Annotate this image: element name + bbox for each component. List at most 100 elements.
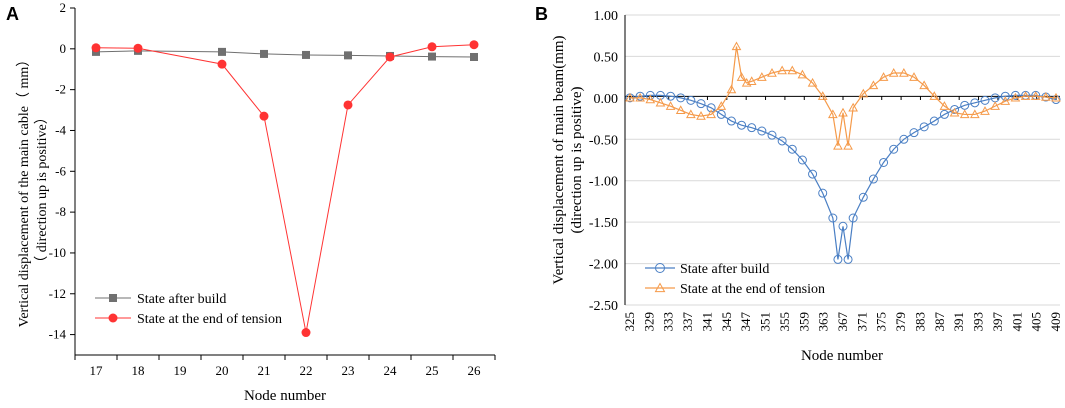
panel-b-data-point-1 (736, 72, 747, 81)
panel-b-data-point-1 (868, 80, 879, 90)
panel-a-y-tick-label: -4 (55, 122, 66, 137)
panel-b-data-point-0 (960, 100, 970, 110)
panel-b-data-point-1 (843, 140, 853, 150)
panel-b-data-point-1 (726, 84, 737, 94)
panel-b-x-tick-label: 401 (1009, 312, 1024, 332)
panel-b-y-tick-label: 0.00 (594, 92, 619, 107)
panel-b-data-point-0 (635, 91, 645, 101)
panel-b-data-point-1 (888, 67, 899, 77)
panel-b-data-point-1 (731, 41, 742, 51)
panel-a-y-tick-label: -12 (49, 286, 66, 301)
panel-b-x-tick-label: 355 (777, 312, 792, 332)
panel-a-data-point-1 (343, 100, 353, 110)
panel-b-data-point-1 (833, 140, 843, 150)
panel-b: B 1.000.500.00-0.50-1.00-1.50-2.00-2.50 … (535, 4, 1063, 364)
panel-a-y-tick-label: -10 (49, 245, 66, 260)
panel-b-x-tick-label: 397 (990, 312, 1005, 332)
panel-b-data-point-1 (746, 76, 757, 85)
panel-b-x-tick-label: 387 (932, 312, 947, 332)
panel-b-y-tick-label: -0.50 (589, 133, 618, 148)
panel-b-legend-marker-1 (654, 282, 666, 293)
panel-a-y-tick-label: -14 (49, 327, 67, 342)
panel-a-data-point-1 (259, 111, 269, 121)
panel-b-data-point-1 (990, 101, 1000, 110)
panel-b-data-point-0 (787, 144, 797, 154)
panel-a-series-line-0 (95, 50, 475, 58)
panel-b-data-point-0 (909, 128, 919, 138)
panel-a: A 20-2-4-6-8-10-12-14 17 18 19 20 21 22 23 24 25… (6, 0, 496, 404)
panel-b-data-point-1 (787, 65, 798, 75)
panel-b-data-point-1 (817, 91, 828, 100)
panel-b-data-point-0 (726, 116, 736, 126)
panel-a-legend-marker-1 (108, 313, 118, 323)
panel-b-data-point-1 (959, 109, 970, 119)
panel-b-data-point-1 (1051, 92, 1061, 102)
panel-b-data-point-0 (737, 120, 747, 130)
panel-b-data-point-1 (635, 92, 645, 102)
panel-a-data-point-1 (469, 40, 479, 50)
panel-b-data-point-0 (797, 155, 807, 165)
panel-a-x-tick-label: 18 (132, 363, 145, 378)
panel-a-data-point-1 (385, 52, 395, 62)
panel-b-data-point-1 (909, 72, 919, 81)
panel-a-legend-label-1: State at the end of tension (137, 312, 282, 327)
panel-b-data-point-0 (696, 99, 706, 109)
panel-b-y-axis-title-line1: Vertical displacement of main beam(mm) (551, 35, 567, 284)
panel-b-y-tick-label: 1.00 (594, 9, 619, 24)
panel-b-x-axis-title: Node number (801, 348, 883, 364)
panel-b-x-tick-label: 337 (680, 312, 695, 332)
panel-b-data-point-1 (665, 101, 676, 110)
panel-b-data-point-0 (676, 93, 686, 103)
panel-b-x-tick-label: 371 (854, 312, 869, 332)
panel-b-data-point-0 (1051, 95, 1061, 105)
panel-b-data-point-1 (970, 109, 980, 119)
panel-a-data-point-0 (428, 52, 436, 61)
panel-a-x-tick-label: 20 (216, 363, 229, 378)
panel-a-y-axis-title-line1: Vertical displacement of the main cable（… (16, 53, 32, 327)
panel-b-data-point-0 (747, 123, 757, 133)
panel-a-x-tick-label: 21 (258, 363, 271, 378)
panel-b-data-point-0 (706, 103, 716, 113)
panel-b-data-point-1 (696, 111, 706, 120)
panel-b-data-point-0 (777, 136, 787, 146)
panel-b-legend-marker-0 (655, 263, 665, 273)
panel-b-data-point-0 (899, 134, 909, 144)
panel-b-data-point-0 (818, 188, 828, 198)
panel-b-data-point-1 (929, 91, 940, 100)
panel-b-data-point-0 (666, 91, 676, 101)
panel-b-x-tick-label: 367 (835, 312, 850, 332)
panel-b-data-point-1 (848, 102, 858, 112)
panel-b-y-tick-label: -2.00 (589, 258, 618, 273)
panel-b-data-point-1 (828, 109, 838, 119)
panel-b-data-point-0 (848, 213, 858, 223)
panel-a-data-point-1 (427, 42, 437, 52)
panel-a-x-tick-label: 17 (90, 363, 104, 378)
panel-b-x-tick-label: 347 (738, 312, 753, 332)
panel-a-data-point-1 (91, 43, 101, 53)
panel-b-data-point-0 (980, 95, 990, 105)
panel-a-x-tick-label: 24 (384, 363, 398, 378)
panel-b-x-tick-label: 329 (641, 312, 656, 332)
panel-b-series-line-0 (629, 94, 1057, 260)
panel-a-x-tick-label: 23 (342, 363, 355, 378)
panel-b-x-tick-label: 345 (719, 312, 734, 332)
panel-b-x-tick-label: 393 (971, 312, 986, 332)
panel-a-x-axis-title: Node number (244, 388, 326, 404)
panel-b-y-tick-label: -2.50 (589, 299, 618, 314)
panel-a-y-tick-label: -8 (55, 204, 66, 219)
panel-b-legend: State after build State at the end of ten… (645, 262, 825, 297)
panel-b-data-point-1 (899, 67, 909, 77)
panel-b-data-point-0 (686, 95, 696, 105)
panel-b-y-axis-title-line2: (direction up is positive) (569, 86, 585, 233)
panel-a-y-tick-label: 0 (60, 41, 67, 56)
panel-b-data-point-0 (868, 174, 878, 184)
panel-a-y-tick-label: -2 (55, 82, 66, 97)
panel-a-data-point-0 (302, 50, 310, 59)
panel-b-data-point-1 (716, 101, 727, 110)
panel-a-legend: State after build State at the end of ten… (95, 292, 282, 327)
panel-a-x-tick-label: 26 (468, 363, 482, 378)
panel-b-data-point-1 (675, 105, 686, 114)
panel-b-data-point-1 (1020, 91, 1031, 100)
panel-b-data-point-0 (889, 144, 899, 154)
panel-b-data-point-0 (919, 122, 929, 132)
